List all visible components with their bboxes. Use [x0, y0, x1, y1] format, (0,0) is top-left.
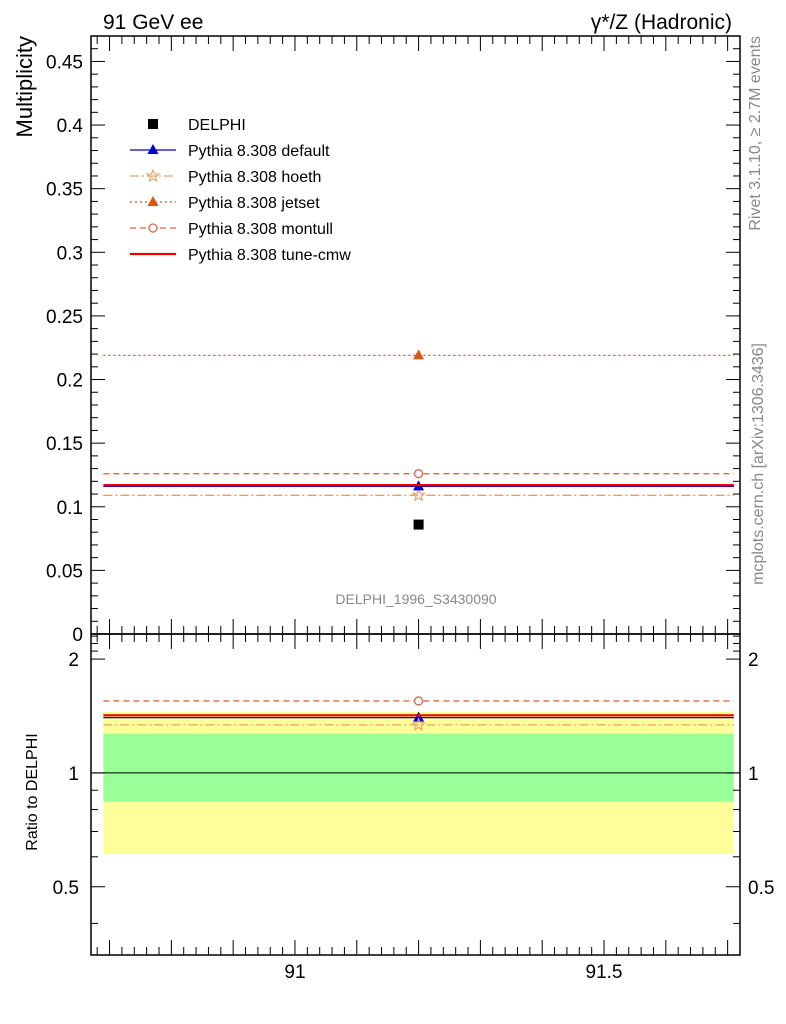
main-y-tick-label: 0.4 — [57, 116, 84, 137]
series-marker-4 — [413, 469, 424, 479]
ratio-y-tick-label-left: 1 — [68, 764, 79, 785]
legend-marker-2 — [145, 168, 161, 183]
main-y-tick-label: 0.25 — [46, 307, 83, 328]
ratio-y-tick-label-left: 2 — [68, 650, 79, 671]
ratio-y-tick-label-right: 1 — [748, 764, 759, 785]
ratio-band-green — [103, 733, 734, 802]
x-tick-label: 91 — [284, 962, 305, 983]
ratio-y-tick-label-right: 2 — [748, 650, 759, 671]
legend-label-2: Pythia 8.308 hoeth — [188, 169, 321, 186]
main-y-tick-label: 0.1 — [57, 498, 83, 519]
main-y-tick-label: 0.2 — [57, 371, 83, 392]
series-marker-0 — [413, 519, 424, 530]
main-y-tick-label: 0.05 — [46, 561, 83, 582]
header-right-label: γ*/Z (Hadronic) — [591, 11, 732, 34]
header-left-label: 91 GeV ee — [103, 11, 203, 34]
ratio-y-axis-label: Ratio to DELPHI — [24, 733, 41, 850]
legend-label-4: Pythia 8.308 montull — [188, 221, 333, 238]
legend-marker-4 — [148, 223, 158, 233]
legend-label-5: Pythia 8.308 tune-cmw — [188, 247, 351, 264]
main-y-tick-label: 0.45 — [46, 52, 83, 73]
mcplots-label: mcplots.cern.ch [arXiv:1306.3436] — [750, 343, 767, 585]
main-y-tick-label: 0 — [72, 625, 83, 646]
analysis-label: DELPHI_1996_S3430090 — [335, 591, 496, 607]
main-y-tick-label: 0.35 — [46, 180, 83, 201]
x-tick-label: 91.5 — [586, 962, 623, 983]
ratio-y-tick-label-left: 0.5 — [53, 878, 79, 899]
main-y-tick-label: 0.3 — [57, 243, 83, 264]
series-marker-3 — [413, 349, 425, 360]
series-marker-2 — [411, 487, 426, 502]
ratio-marker-0 — [413, 711, 425, 722]
legend-marker-3 — [147, 196, 159, 206]
legend-label-0: DELPHI — [188, 117, 246, 134]
ratio-marker-1 — [411, 717, 426, 732]
legend-label-1: Pythia 8.308 default — [188, 143, 330, 160]
ratio-marker-2 — [413, 696, 424, 706]
ratio-plot-frame — [90, 633, 741, 956]
legend-label-3: Pythia 8.308 jetset — [188, 195, 320, 212]
ratio-y-tick-label-right: 0.5 — [748, 878, 774, 899]
rivet-label: Rivet 3.1.10, ≥ 2.7M events — [747, 36, 764, 231]
legend-marker-1 — [147, 144, 159, 154]
main-y-axis-label: Multiplicity — [12, 36, 37, 137]
legend-marker-0 — [148, 119, 158, 129]
main-y-tick-label: 0.15 — [46, 434, 83, 455]
